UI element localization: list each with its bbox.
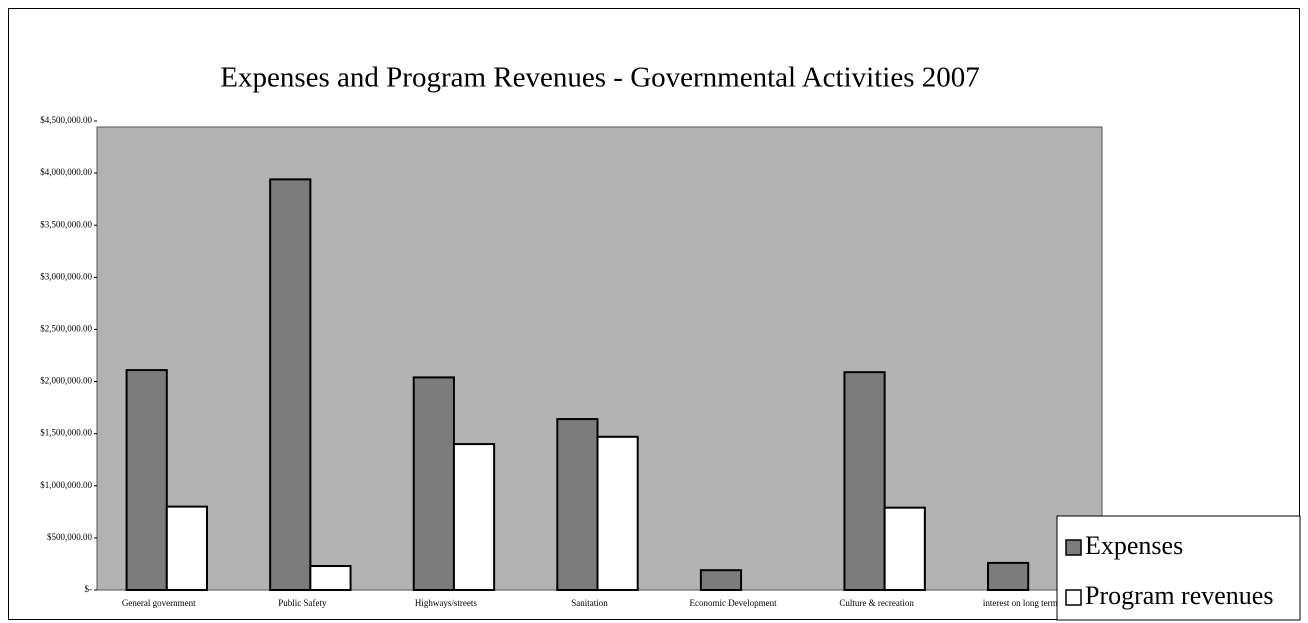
bar xyxy=(596,435,639,591)
x-tick-label: interest on long term xyxy=(983,598,1058,608)
x-tick-label: Economic Development xyxy=(689,598,777,608)
y-tick-label: $1,000,000.00 xyxy=(40,480,92,490)
legend-label: Expenses xyxy=(1085,531,1183,560)
chart-title: Expenses and Program Revenues - Governme… xyxy=(220,62,979,94)
y-tick-label: $4,500,000.00 xyxy=(40,115,92,125)
x-tick-label: Public Safety xyxy=(278,598,327,608)
legend-box xyxy=(1056,515,1301,621)
bar xyxy=(452,443,496,592)
legend-swatch xyxy=(1065,539,1082,556)
y-tick-label: $3,500,000.00 xyxy=(40,219,92,229)
bar xyxy=(699,569,743,591)
y-tick-label: $3,000,000.00 xyxy=(40,271,92,281)
bar xyxy=(412,376,455,591)
bar xyxy=(843,371,886,592)
x-tick-label: Highways/streets xyxy=(415,598,477,608)
y-tick-label: $500,000.00 xyxy=(47,532,93,542)
y-tick-label: $4,000,000.00 xyxy=(40,167,92,177)
bar xyxy=(987,561,1030,591)
y-tick-label: $2,500,000.00 xyxy=(40,324,92,334)
y-tick-label: $1,500,000.00 xyxy=(40,428,92,438)
bar xyxy=(883,506,926,592)
y-tick-label: $- xyxy=(85,584,93,594)
bar xyxy=(269,178,312,591)
x-tick-label: General government xyxy=(122,598,196,608)
bar xyxy=(556,418,599,591)
bar xyxy=(125,369,168,592)
bar xyxy=(309,565,352,591)
x-tick-label: Sanitation xyxy=(571,598,608,608)
y-tick-label: $2,000,000.00 xyxy=(40,376,92,386)
x-tick-label: Culture & recreation xyxy=(839,598,914,608)
bar xyxy=(165,505,208,591)
legend-label: Program revenues xyxy=(1085,581,1273,610)
legend-swatch xyxy=(1065,589,1082,606)
